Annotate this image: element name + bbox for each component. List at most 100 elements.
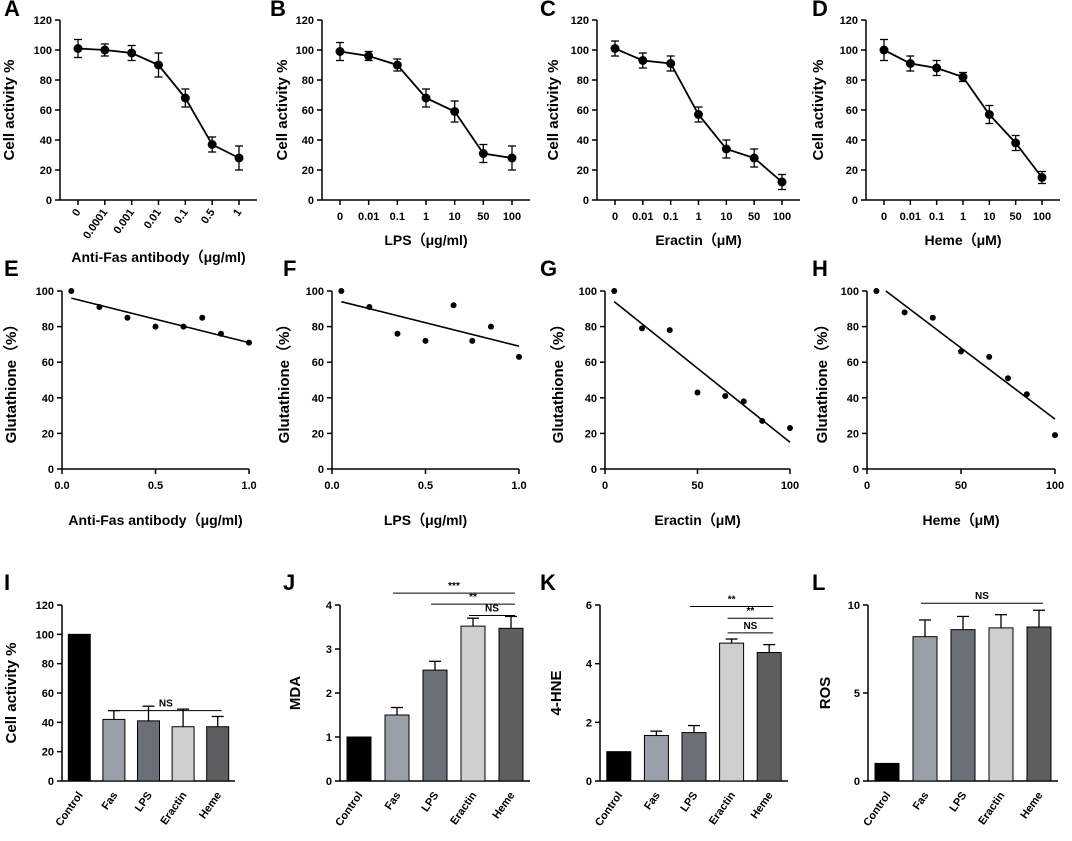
data-point <box>335 47 345 56</box>
data-point <box>722 393 729 400</box>
y-tick-label: 80 <box>846 75 858 87</box>
x-tick-label: 10 <box>983 211 995 223</box>
significance-label: NS <box>159 699 173 710</box>
panel-c: C 0 20 40 60 80 100 120 Cell activity % 0 0.01 0.1 1… <box>540 0 800 248</box>
panel-letter: F <box>283 256 296 281</box>
data-point <box>199 314 206 321</box>
y-tick-label: 0 <box>308 195 314 207</box>
panel-letter: C <box>540 0 556 21</box>
y-tick-label: 0 <box>586 776 592 788</box>
data-point <box>666 327 673 334</box>
x-tick-label: Heme <box>490 790 517 821</box>
x-tick-label: 0.1 <box>390 211 405 223</box>
data-point <box>394 330 401 337</box>
y-tick-label: 100 <box>34 45 52 57</box>
y-tick-label: 40 <box>42 717 54 729</box>
x-tick-label: 1 <box>960 211 966 223</box>
panel-letter: I <box>4 570 10 595</box>
y-tick-label: 3 <box>326 644 332 656</box>
significance-label: NS <box>743 621 757 632</box>
y-axis-label: Glutathione（%） <box>2 317 20 444</box>
x-tick-label: 50 <box>1010 211 1022 223</box>
y-axis-label: Glutathione（%） <box>275 317 293 444</box>
x-tick-label: Fas <box>642 790 663 812</box>
y-tick-label: 5 <box>854 688 860 700</box>
x-tick-label: Heme <box>197 790 224 821</box>
bar <box>719 642 745 782</box>
x-tick-label: 50 <box>748 211 760 223</box>
panel-l: L 0 5 10 ROS Control Fas LPS Eractin Heme NS <box>812 570 1058 829</box>
data-point <box>787 425 793 432</box>
y-tick-label: 100 <box>36 286 54 298</box>
y-tick-label: 100 <box>571 45 589 57</box>
x-tick-label: 0.1 <box>663 211 678 223</box>
y-axis-label: Cell activity % <box>3 643 20 744</box>
y-tick-label: 40 <box>42 393 54 405</box>
y-tick-label: 0 <box>852 195 858 207</box>
y-tick-label: 60 <box>302 105 314 117</box>
y-tick-label: 100 <box>36 629 54 641</box>
data-point <box>932 63 942 73</box>
y-tick-label: 20 <box>585 428 597 440</box>
x-tick-label: LPS <box>419 790 441 814</box>
x-axis-label: Eractin（μM) <box>654 512 740 528</box>
x-axis-label: Anti-Fas antibody（μg/ml) <box>68 512 242 528</box>
data-point <box>338 288 345 294</box>
x-tick-label: LPS <box>678 790 700 814</box>
bar <box>681 732 707 782</box>
y-tick-label: 40 <box>302 135 314 147</box>
data-point <box>124 314 131 321</box>
y-tick-label: 120 <box>840 15 858 27</box>
panel-d: D 0 20 40 60 80 100 120 Cell activity % 0 0.01 0.1 1… <box>810 0 1060 248</box>
x-tick-label: 10 <box>720 211 732 223</box>
bar <box>988 627 1014 782</box>
x-tick-label: 100 <box>503 211 521 223</box>
y-tick-label: 0 <box>854 776 860 788</box>
y-tick-label: 60 <box>40 105 52 117</box>
x-tick-label: Control <box>333 790 365 829</box>
y-tick-label: 0 <box>326 776 332 788</box>
panel-letter: K <box>540 570 556 595</box>
panel-b: B 0 20 40 60 80 100 120 Cell activity % 0 0.01 0.1 1… <box>270 0 530 248</box>
data-point <box>421 93 431 103</box>
x-tick-label: 0.01 <box>358 211 379 223</box>
y-tick-label: 100 <box>306 286 324 298</box>
significance-label: NS <box>485 604 499 615</box>
x-tick-label: LPS <box>947 790 969 814</box>
y-tick-label: 40 <box>585 393 597 405</box>
panel-k: K 0 2 4 6 4-HNE Control Fas LPS Eractin Heme ** ** NS <box>540 570 788 829</box>
x-tick-label: 0.5 <box>418 480 433 492</box>
data-point <box>694 389 701 396</box>
bar <box>171 726 195 782</box>
data-point <box>422 337 429 344</box>
y-tick-label: 80 <box>302 75 314 87</box>
x-axis-label: LPS（μg/ml) <box>384 512 467 528</box>
x-tick-label: 1 <box>695 211 701 223</box>
data-point <box>1052 432 1058 439</box>
y-axis-label: Cell activity % <box>810 60 827 161</box>
y-tick-label: 60 <box>577 105 589 117</box>
x-tick-label: LPS <box>133 790 155 814</box>
bar <box>460 625 486 782</box>
data-point <box>154 60 163 70</box>
x-axis-label: LPS（μg/ml) <box>384 232 467 248</box>
x-tick-label: 100 <box>1046 480 1064 492</box>
y-tick-label: 2 <box>326 688 332 700</box>
data-point <box>929 314 936 321</box>
y-axis-label: Cell activity % <box>274 60 291 161</box>
y-tick-label: 40 <box>847 393 859 405</box>
y-tick-label: 10 <box>848 600 860 612</box>
panel-letter: A <box>4 0 20 21</box>
x-axis-label: Eractin（μM) <box>655 232 741 248</box>
x-tick-label: 0.0 <box>54 480 69 492</box>
y-tick-label: 100 <box>579 286 597 298</box>
y-tick-label: 20 <box>42 747 54 759</box>
data-point <box>516 353 522 360</box>
y-tick-label: 1 <box>326 732 332 744</box>
x-tick-label: 0.0 <box>324 480 339 492</box>
y-tick-label: 60 <box>847 357 859 369</box>
panel-letter: H <box>812 256 828 281</box>
y-axis-label: ROS <box>817 677 834 710</box>
data-point <box>180 93 190 103</box>
